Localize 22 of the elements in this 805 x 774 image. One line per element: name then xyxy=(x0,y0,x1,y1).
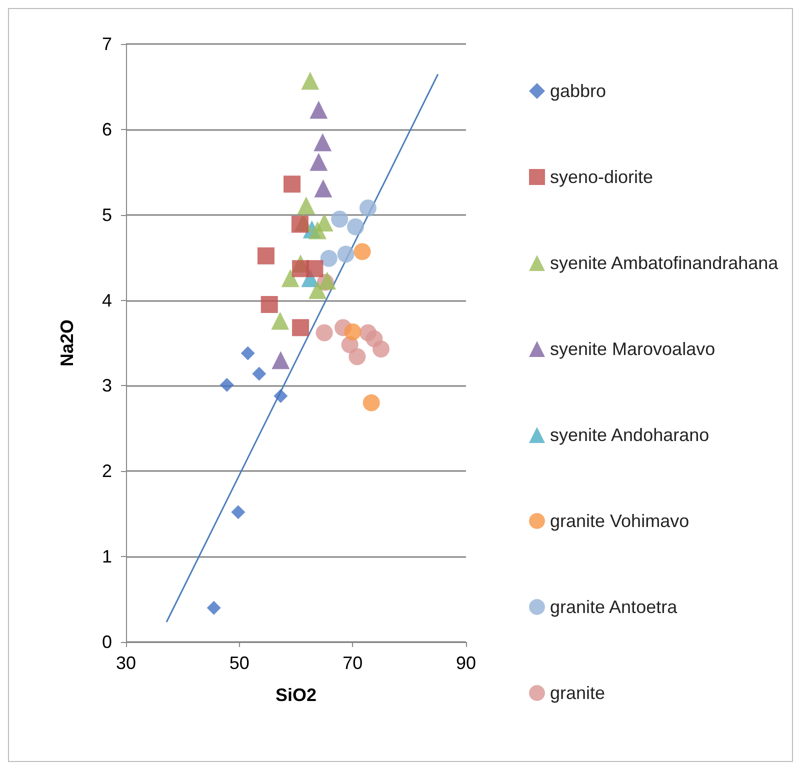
x-tick-label: 30 xyxy=(116,653,136,673)
legend-label: gabbro xyxy=(550,81,606,101)
y-tick-label: 2 xyxy=(102,461,112,482)
legend-label: syenite Marovoalavo xyxy=(550,339,716,359)
legend-label: granite Antoetra xyxy=(550,597,678,617)
x-tick-label: 70 xyxy=(342,653,363,673)
legend-label: granite Vohimavo xyxy=(550,511,690,531)
y-tick-label: 6 xyxy=(102,119,112,140)
y-tick-label: 1 xyxy=(102,546,112,567)
legend-label: syenite Ambatofinandrahana xyxy=(550,253,780,273)
y-tick-label: 7 xyxy=(102,34,112,54)
legend-label: granite xyxy=(550,683,606,703)
legend-label: syeno-diorite xyxy=(550,167,654,187)
legend-label: syenite Andoharano xyxy=(550,425,710,445)
y-tick-label: 4 xyxy=(102,290,112,310)
x-axis-title: SiO2 xyxy=(275,685,317,705)
x-tick-label: 90 xyxy=(456,653,476,673)
y-tick-label: 5 xyxy=(102,204,112,225)
y-axis-title: Na2O xyxy=(57,319,77,367)
y-tick-label: 0 xyxy=(102,632,112,652)
x-tick-label: 50 xyxy=(229,653,250,673)
y-tick-label: 3 xyxy=(102,376,112,396)
